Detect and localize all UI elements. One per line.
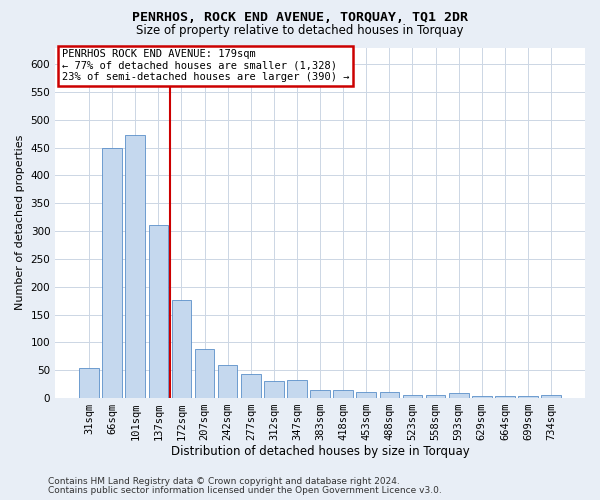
Bar [172,300,191,398]
Bar [264,380,284,398]
Bar [218,365,238,398]
Bar [149,225,168,398]
Bar [79,368,99,398]
Bar [403,394,422,398]
Bar [541,395,561,398]
Bar [518,396,538,398]
Bar [103,148,122,398]
Bar [356,392,376,398]
Text: Size of property relative to detached houses in Torquay: Size of property relative to detached ho… [136,24,464,37]
Bar [495,396,515,398]
Bar [449,393,469,398]
Bar [125,136,145,398]
X-axis label: Distribution of detached houses by size in Torquay: Distribution of detached houses by size … [171,444,469,458]
Y-axis label: Number of detached properties: Number of detached properties [15,135,25,310]
Bar [380,392,399,398]
Bar [310,390,330,398]
Bar [287,380,307,398]
Text: PENRHOS, ROCK END AVENUE, TORQUAY, TQ1 2DR: PENRHOS, ROCK END AVENUE, TORQUAY, TQ1 2… [132,11,468,24]
Bar [426,394,445,398]
Text: PENRHOS ROCK END AVENUE: 179sqm
← 77% of detached houses are smaller (1,328)
23%: PENRHOS ROCK END AVENUE: 179sqm ← 77% of… [62,50,349,82]
Text: Contains HM Land Registry data © Crown copyright and database right 2024.: Contains HM Land Registry data © Crown c… [48,477,400,486]
Text: Contains public sector information licensed under the Open Government Licence v3: Contains public sector information licen… [48,486,442,495]
Bar [195,349,214,398]
Bar [472,396,491,398]
Bar [334,390,353,398]
Bar [241,374,260,398]
